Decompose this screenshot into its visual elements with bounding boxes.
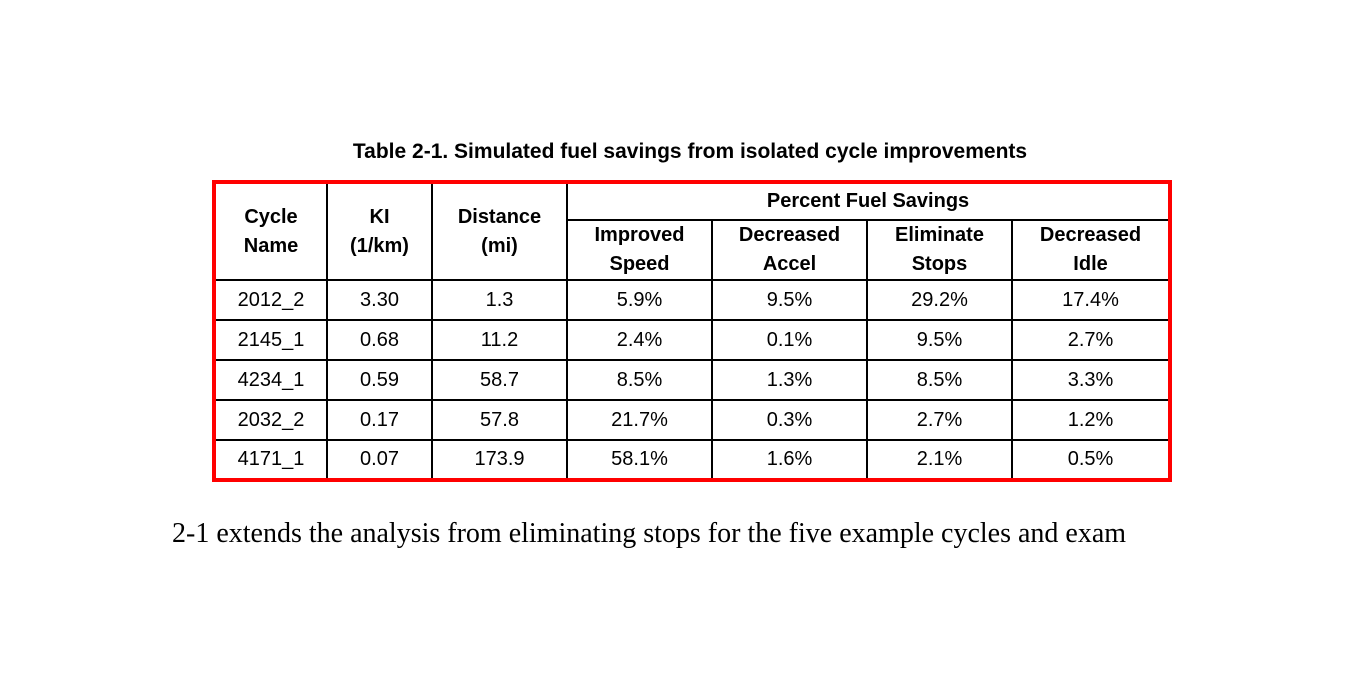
cell-decreased-idle: 3.3% [1010,359,1172,401]
table-row: 2145_1 0.68 11.2 2.4% 0.1% 9.5% 2.7% [213,319,1172,361]
cell-ki: 0.17 [326,399,433,441]
cell-improved-speed: 2.4% [566,319,713,361]
cell-decreased-idle: 17.4% [1010,279,1172,321]
cell-decreased-accel: 0.1% [711,319,868,361]
cell-ki: 0.07 [326,439,433,481]
cell-distance: 173.9 [431,439,568,481]
table-row: 2012_2 3.30 1.3 5.9% 9.5% 29.2% 17.4% [213,279,1172,321]
col-header-decreased-idle: Decreased Idle [1010,219,1172,281]
cell-decreased-accel: 1.3% [711,359,868,401]
cell-eliminate-stops: 2.7% [866,399,1013,441]
col-header-ki: KI (1/km) [326,181,433,281]
cell-decreased-accel: 1.6% [711,439,868,481]
cell-eliminate-stops: 9.5% [866,319,1013,361]
cell-improved-speed: 21.7% [566,399,713,441]
cell-eliminate-stops: 8.5% [866,359,1013,401]
cell-cycle-name: 4171_1 [213,439,328,481]
cell-cycle-name: 2032_2 [213,399,328,441]
cell-improved-speed: 58.1% [566,439,713,481]
col-header-distance: Distance (mi) [431,181,568,281]
cell-distance: 58.7 [431,359,568,401]
cell-distance: 1.3 [431,279,568,321]
col-header-cycle-name: Cycle Name [213,181,328,281]
header-row-sub: Improved Speed Decreased Accel Eliminate… [214,219,1172,281]
cell-ki: 0.59 [326,359,433,401]
cell-decreased-idle: 0.5% [1010,439,1172,481]
col-header-improved-speed: Improved Speed [566,219,713,281]
table-row: 4171_1 0.07 173.9 58.1% 1.6% 2.1% 0.5% [213,439,1172,481]
cell-decreased-accel: 9.5% [711,279,868,321]
header-row-group: Cycle Name KI (1/km) Distance (mi) Perce… [213,181,1172,281]
cell-improved-speed: 5.9% [566,279,713,321]
cell-eliminate-stops: 29.2% [866,279,1013,321]
group-header-percent-fuel-savings: Percent Fuel Savings [565,181,1172,221]
cell-decreased-idle: 1.2% [1010,399,1172,441]
fuel-savings-table: Cycle Name KI (1/km) Distance (mi) Perce… [212,180,1173,482]
table-row: 4234_1 0.59 58.7 8.5% 1.3% 8.5% 3.3% [213,359,1172,401]
cell-eliminate-stops: 2.1% [866,439,1013,481]
body-paragraph-fragment: 2-1 extends the analysis from eliminatin… [172,518,1127,549]
table-row: 2032_2 0.17 57.8 21.7% 0.3% 2.7% 1.2% [213,399,1172,441]
cell-cycle-name: 2012_2 [213,279,328,321]
cell-ki: 3.30 [326,279,433,321]
col-header-eliminate-stops: Eliminate Stops [866,219,1013,281]
table-caption: Table 2-1. Simulated fuel savings from i… [352,140,1028,163]
cell-ki: 0.68 [326,319,433,361]
cell-distance: 11.2 [431,319,568,361]
cell-cycle-name: 2145_1 [213,319,328,361]
col-header-decreased-accel: Decreased Accel [711,219,868,281]
cell-decreased-idle: 2.7% [1010,319,1172,361]
cell-distance: 57.8 [431,399,568,441]
cell-cycle-name: 4234_1 [213,359,328,401]
cell-decreased-accel: 0.3% [711,399,868,441]
cell-improved-speed: 8.5% [566,359,713,401]
